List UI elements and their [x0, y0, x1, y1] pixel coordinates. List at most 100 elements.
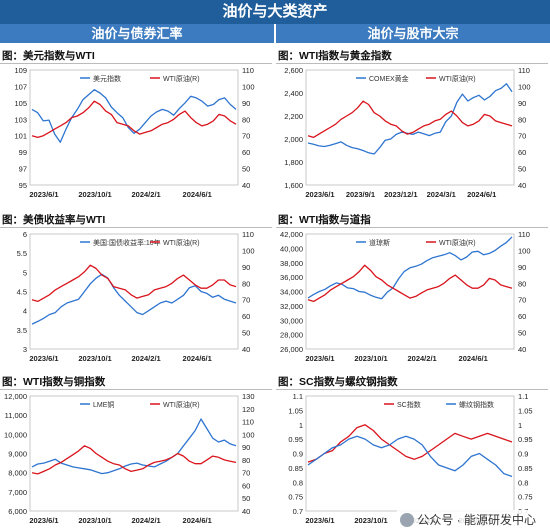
y-left-tick-label: 12,000 — [4, 392, 27, 401]
legend-label: LME铜 — [93, 400, 114, 409]
x-tick-label: 2023/10/1 — [354, 516, 387, 525]
y-left-tick-label: 1.05 — [288, 406, 303, 415]
chart-panel-sc-rebar: 图：SC指数与螺纹钢指数 1.1 1.05 1 0.95 0.9 0.85 0.8 0.75 0… — [276, 372, 548, 532]
series-line — [307, 424, 513, 463]
y-left-tick-label: 2,200 — [284, 112, 303, 121]
y-right-tick-label: 90 — [518, 263, 526, 272]
chart-usd-wti: 109 107 105 103 101 99 97 95 110 100 90 80 70 60 50 40 2… — [14, 66, 255, 199]
series-line — [307, 236, 513, 300]
y-right-tick-label: 60 — [242, 312, 250, 321]
x-tick-label: 2023/10/1 — [78, 190, 111, 199]
y-left-tick-label: 105 — [14, 99, 27, 108]
y-right-tick-label: 90 — [518, 99, 526, 108]
x-tick-label: 2024/2/1 — [132, 190, 161, 199]
y-right-tick-label: 110 — [518, 230, 530, 239]
chart-panel-wti-gold: 图：WTI指数与黄金指数 2,600 2,400 2,200 2,000 1,800 1,… — [276, 46, 548, 206]
y-left-tick-label: 2,000 — [284, 135, 303, 144]
x-tick-label: 2023/6/1 — [29, 190, 58, 199]
title-rule — [276, 227, 548, 228]
legend-label: WTI原油(R) — [163, 400, 200, 409]
x-tick-label: 2023/10/1 — [354, 354, 387, 363]
chart-panel-wti-dow: 图：WTI指数与道指 42,000 40,000 38,000 36,000 34,00… — [276, 210, 548, 370]
y-left-tick-label: 11,000 — [5, 411, 27, 420]
series-line — [31, 418, 237, 475]
y-left-tick-label: 8,000 — [8, 469, 27, 478]
y-right-tick-label: 80 — [518, 115, 526, 124]
series-line — [31, 100, 237, 139]
plot-area — [29, 69, 239, 186]
y-left-tick-label: 1 — [299, 421, 303, 430]
y-left-tick-label: 1.1 — [293, 392, 303, 401]
x-tick-label: 2023/10/1 — [78, 354, 111, 363]
y-left-tick-label: 32,000 — [280, 302, 303, 311]
x-tick-label: 2023/6/1 — [29, 516, 58, 525]
y-right-tick-label: 0.75 — [518, 493, 533, 502]
y-left-tick-label: 6 — [23, 230, 27, 239]
series-line — [31, 89, 237, 143]
chart-title: 图：WTI指数与道指 — [278, 214, 371, 226]
x-tick-label: 2024/2/1 — [132, 516, 161, 525]
y-left-tick-label: 1,800 — [284, 158, 303, 167]
series-line — [31, 445, 237, 475]
y-left-tick-label: 2,400 — [284, 89, 303, 98]
y-left-tick-label: 10,000 — [4, 430, 27, 439]
legend-label: 螺纹钢指数 — [459, 400, 494, 409]
y-right-tick-label: 1.05 — [518, 406, 533, 415]
y-right-tick-label: 100 — [242, 82, 255, 91]
x-tick-label: 2024/6/1 — [183, 354, 212, 363]
x-tick-label: 2023/6/1 — [305, 516, 334, 525]
y-left-tick-label: 0.8 — [293, 478, 303, 487]
legend-label: WTI原油(R) — [163, 74, 200, 83]
chart-panel-yield-wti: 图：美债收益率与WTI 6 5.5 5 4.5 4 3.5 3 110 100 90 80 70 60 5… — [0, 210, 272, 370]
chart-title: 图：美债收益率与WTI — [2, 214, 106, 226]
chart-title: 图：美元指数与WTI — [2, 50, 95, 62]
y-right-tick-label: 100 — [518, 82, 531, 91]
legend-label: SC指数 — [397, 400, 421, 409]
y-left-tick-label: 36,000 — [280, 273, 303, 282]
x-tick-label: 2024/6/1 — [183, 516, 212, 525]
title-rule — [276, 389, 548, 390]
y-right-tick-label: 1 — [518, 421, 522, 430]
y-left-tick-label: 2,600 — [284, 66, 303, 75]
y-left-tick-label: 99 — [19, 148, 27, 157]
y-left-tick-label: 30,000 — [280, 316, 303, 325]
watermark-text: 公众号 · 能源研发中心 — [417, 513, 536, 527]
y-left-tick-label: 38,000 — [280, 259, 303, 268]
x-tick-label: 2023/6/1 — [305, 354, 334, 363]
title-rule — [0, 227, 272, 228]
y-right-tick-label: 70 — [518, 132, 526, 141]
y-right-tick-label: 130 — [242, 392, 255, 401]
y-left-tick-label: 0.85 — [288, 464, 303, 473]
y-right-tick-label: 40 — [518, 181, 526, 190]
plot-area — [305, 69, 515, 186]
y-right-tick-label: 50 — [242, 494, 250, 503]
column-divider — [274, 24, 276, 532]
chart-title: 图：WTI指数与黄金指数 — [278, 50, 392, 62]
x-tick-label: 2023/12/1 — [384, 190, 417, 199]
y-right-tick-label: 100 — [242, 246, 255, 255]
chart-panel-wti-copper: 图：WTI指数与铜指数 12,000 11,000 10,000 9,000 8,000… — [0, 372, 272, 532]
y-left-tick-label: 3 — [23, 345, 27, 354]
series-line — [31, 264, 237, 303]
legend-label: COMEX黄金 — [369, 74, 409, 83]
y-right-tick-label: 110 — [242, 418, 254, 427]
y-left-tick-label: 107 — [14, 82, 27, 91]
plot-area — [29, 395, 239, 512]
y-left-tick-label: 7,000 — [8, 488, 27, 497]
x-tick-label: 2024/6/1 — [467, 190, 496, 199]
x-tick-label: 2023/6/1 — [305, 190, 334, 199]
x-tick-label: 2024/6/1 — [459, 354, 488, 363]
y-left-tick-label: 95 — [19, 181, 27, 190]
y-right-tick-label: 60 — [518, 148, 526, 157]
y-left-tick-label: 0.7 — [293, 507, 303, 516]
y-right-tick-label: 40 — [242, 507, 250, 516]
y-right-tick-label: 40 — [518, 345, 526, 354]
y-left-tick-label: 6,000 — [8, 507, 27, 516]
y-right-tick-label: 90 — [242, 443, 250, 452]
plot-area — [29, 233, 239, 350]
legend-label: WTI原油(R) — [439, 238, 476, 247]
chart-wti-copper: 12,000 11,000 10,000 9,000 8,000 7,000 6,000 13… — [4, 392, 255, 525]
right-section-header: 油价与股市大宗 — [276, 24, 550, 43]
y-left-tick-label: 5 — [23, 268, 27, 277]
y-right-tick-label: 40 — [242, 345, 250, 354]
